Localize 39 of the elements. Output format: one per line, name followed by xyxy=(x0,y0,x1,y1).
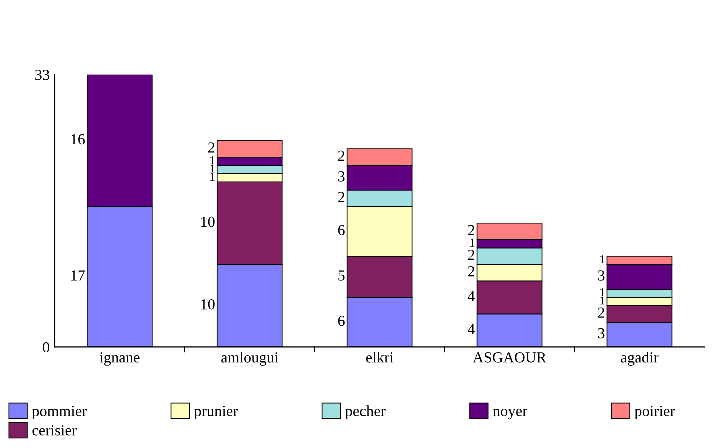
x-tick-label: agadir xyxy=(621,352,659,366)
data-label: 16 xyxy=(72,134,86,145)
data-label: 2 xyxy=(468,266,475,277)
data-label: 1 xyxy=(210,173,215,181)
data-label: 6 xyxy=(338,316,345,326)
data-label: 2 xyxy=(338,192,345,202)
data-label: 1 xyxy=(210,156,215,164)
data-label: 1 xyxy=(600,288,605,296)
x-tick-label: amlougui xyxy=(222,352,278,366)
data-label: 4 xyxy=(468,324,476,334)
x-tick-label: ignane xyxy=(100,352,140,366)
data-label: 2 xyxy=(338,150,345,162)
legend-label: pommier xyxy=(32,406,88,420)
legend-label: noyer xyxy=(493,409,528,420)
data-label: 2 xyxy=(208,142,215,153)
data-label: 1 xyxy=(210,164,215,173)
data-label: 2 xyxy=(468,225,475,236)
x-tick-label: ASGAOUR xyxy=(473,352,547,363)
legend-label: pecher xyxy=(345,406,386,420)
data-label: 3 xyxy=(598,270,605,281)
data-label: 3 xyxy=(338,172,345,182)
legend-label: prunier xyxy=(194,406,238,420)
data-label: 1 xyxy=(600,256,605,264)
x-tick-label: elkri xyxy=(366,352,394,363)
data-label: 6 xyxy=(338,225,345,236)
data-label: 3 xyxy=(598,328,605,339)
data-label: 5 xyxy=(338,270,345,281)
data-label: 10 xyxy=(202,299,215,310)
legend-label: cerisier xyxy=(32,425,77,436)
data-label: 4 xyxy=(468,291,476,302)
legend-label: poirier xyxy=(634,406,676,420)
data-label: 17 xyxy=(72,270,86,281)
data-label: 2 xyxy=(598,308,604,318)
data-label: 1 xyxy=(600,296,605,305)
y-tick-label: 33 xyxy=(36,70,50,80)
data-label: 2 xyxy=(468,250,475,260)
data-label: 1 xyxy=(470,239,475,247)
y-tick-label: 0 xyxy=(43,342,50,353)
data-label: 10 xyxy=(202,216,215,228)
